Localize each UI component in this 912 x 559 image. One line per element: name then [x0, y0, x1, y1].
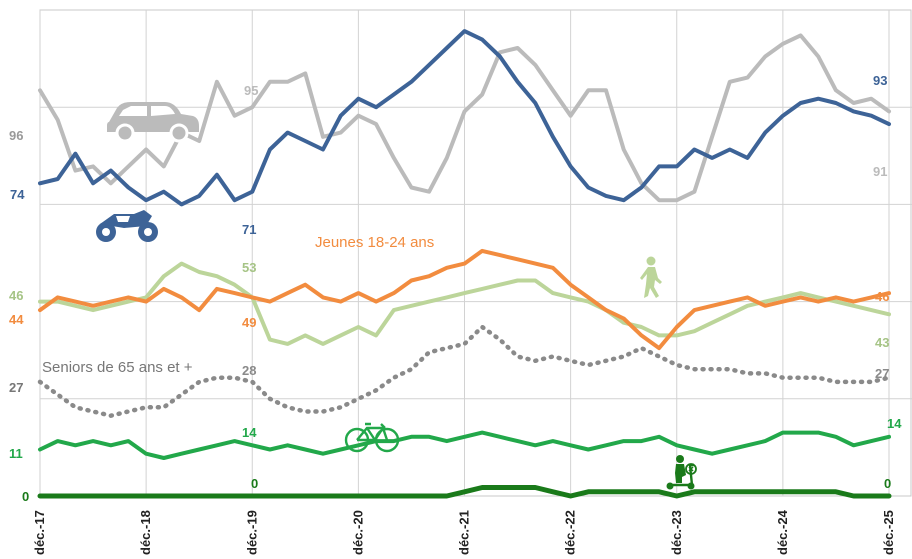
label-trottinette-mid: 0 [251, 476, 258, 491]
series-line-trottinette [37, 485, 892, 499]
x-axis: déc.-17 déc.-18 déc.-19 déc.-20 déc.-21 déc.-… [32, 509, 896, 555]
series-layer [37, 29, 892, 499]
label-moto-start: 74 [10, 187, 25, 202]
series-line-moto [38, 29, 891, 207]
label-pieton-start: 46 [9, 288, 23, 303]
x-tick-label: déc.-23 [669, 510, 684, 555]
label-trottinette-start: 0 [22, 489, 29, 504]
label-moto-end: 93 [873, 73, 887, 88]
value-labels: 96 95 91 74 71 93 Jeunes 18-24 ans 44 49 46 46 53 43… [9, 73, 902, 504]
motorcycle-icon [96, 210, 158, 242]
label-velo-end: 14 [887, 416, 902, 431]
scooter-icon [666, 455, 697, 490]
label-jeunes-mid: 49 [242, 315, 256, 330]
label-voiture-start: 96 [9, 128, 23, 143]
label-voiture-peak: 95 [244, 83, 258, 98]
label-voiture-end: 91 [873, 164, 887, 179]
label-jeunes-name: Jeunes 18-24 ans [315, 234, 434, 251]
label-seniors-name: Seniors de 65 ans et + [42, 359, 193, 376]
label-pieton-peak: 53 [242, 260, 256, 275]
icons-layer [96, 102, 697, 490]
series-line-pieton [38, 261, 891, 346]
series-line-velo [38, 430, 891, 460]
label-seniors-end: 27 [875, 366, 889, 381]
series-line-seniors [37, 324, 892, 418]
label-jeunes-start: 44 [9, 312, 24, 327]
x-tick-label: déc.-19 [244, 510, 259, 555]
label-pieton-end: 43 [875, 335, 889, 350]
x-tick-label: déc.-21 [457, 510, 472, 555]
label-trottinette-end: 0 [884, 476, 891, 491]
x-tick-label: déc.-25 [881, 510, 896, 555]
label-seniors-start: 27 [9, 380, 23, 395]
x-tick-label: déc.-20 [350, 510, 365, 555]
pedestrian-icon [640, 256, 662, 298]
series-line-jeunes [38, 248, 891, 351]
car-icon [107, 102, 199, 143]
grid [39, 9, 912, 497]
x-tick-label: déc.-18 [138, 510, 153, 555]
x-tick-label: déc.-22 [563, 510, 578, 555]
label-jeunes-end: 46 [875, 289, 889, 304]
plot-frame [39, 9, 912, 497]
label-moto-low: 71 [242, 222, 256, 237]
label-velo-start: 11 [9, 446, 23, 461]
x-tick-label: déc.-24 [775, 509, 790, 555]
bicycle-icon [344, 422, 400, 453]
label-velo-mid: 14 [242, 425, 257, 440]
label-seniors-mid: 28 [242, 363, 256, 378]
x-tick-label: déc.-17 [32, 510, 47, 555]
